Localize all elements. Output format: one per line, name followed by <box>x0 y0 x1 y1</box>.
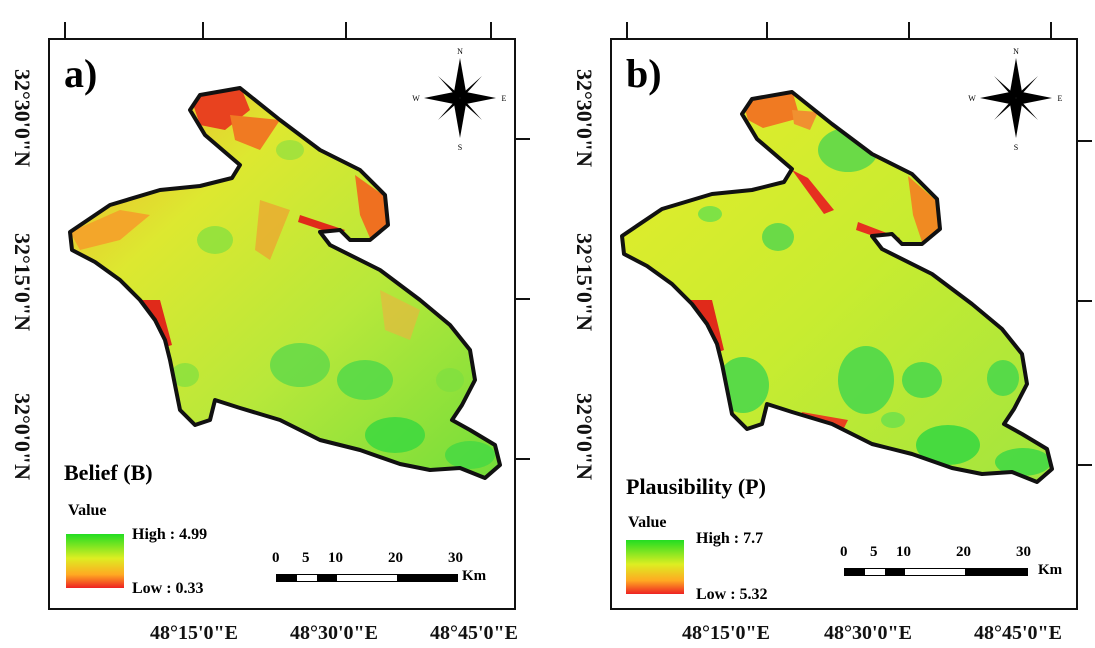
lon-label: 48°45'0"E <box>430 622 518 644</box>
scale-unit: Km <box>462 568 487 584</box>
compass-s: S <box>458 143 462 152</box>
legend-low: Low : 0.33 <box>132 580 204 597</box>
compass-n: N <box>1013 47 1019 56</box>
compass-e: E <box>1058 94 1063 103</box>
scale-tick: 0 <box>272 550 280 566</box>
north-arrow-icon: N S W E <box>968 47 1062 152</box>
tick <box>64 22 66 38</box>
tick <box>766 22 768 38</box>
compass-s: S <box>1014 143 1018 152</box>
scale-unit: Km <box>1038 562 1063 578</box>
map-frame <box>610 38 1078 610</box>
lon-label: 48°15'0"E <box>150 622 238 644</box>
legend-high: High : 4.99 <box>132 526 208 543</box>
compass-w: W <box>412 94 420 103</box>
scale-tick: 5 <box>870 544 878 560</box>
legend-color-ramp <box>626 540 684 594</box>
legend-label: Value <box>68 502 107 519</box>
legend-low: Low : 5.32 <box>696 586 768 603</box>
tick <box>202 22 204 38</box>
tick <box>1078 464 1092 466</box>
scale-tick: 5 <box>302 550 310 566</box>
scale-bar <box>276 574 458 582</box>
map-area: N S W E <box>620 47 1063 484</box>
tick <box>516 298 530 300</box>
tick <box>1078 300 1092 302</box>
scale-tick: 20 <box>388 550 403 566</box>
legend-high: High : 7.7 <box>696 530 764 547</box>
study-area-outline <box>68 86 502 480</box>
panel-belief: 32°30'0"N 32°15'0"N 32°0'0"N 48°15'0"E 4… <box>10 22 530 644</box>
compass-n: N <box>457 47 463 56</box>
tick <box>1050 22 1052 38</box>
legend-title: Plausibility (P) <box>626 474 766 499</box>
north-arrow-icon: N S W E <box>412 47 506 152</box>
panel-letter: b) <box>626 51 662 96</box>
legend-label: Value <box>628 514 667 531</box>
scale-tick: 20 <box>956 544 971 560</box>
study-area-outline <box>620 90 1054 484</box>
scale-bar <box>844 568 1028 576</box>
compass-e: E <box>502 94 507 103</box>
compass-w: W <box>968 94 976 103</box>
scale-tick: 30 <box>1016 544 1031 560</box>
lon-label: 48°30'0"E <box>824 622 912 644</box>
tick <box>345 22 347 38</box>
map-frame <box>48 38 516 610</box>
legend-color-ramp <box>66 534 124 588</box>
tick <box>1078 140 1092 142</box>
tick <box>516 138 530 140</box>
scale-tick: 0 <box>840 544 848 560</box>
tick <box>490 22 492 38</box>
panel-plausibility: 32°30'0"N 32°15'0"N 32°0'0"N 48°15'0"E 4… <box>548 0 1095 648</box>
tick <box>516 458 530 460</box>
legend-title: Belief (B) <box>64 460 153 485</box>
lon-label: 48°45'0"E <box>974 622 1062 644</box>
map-area: N S W E <box>68 47 507 480</box>
lon-label: 48°30'0"E <box>290 622 378 644</box>
scale-tick: 10 <box>328 550 343 566</box>
panel-letter: a) <box>64 51 98 96</box>
lon-label: 48°15'0"E <box>682 622 770 644</box>
tick <box>626 22 628 38</box>
scale-tick: 30 <box>448 550 463 566</box>
tick <box>908 22 910 38</box>
scale-tick: 10 <box>896 544 911 560</box>
